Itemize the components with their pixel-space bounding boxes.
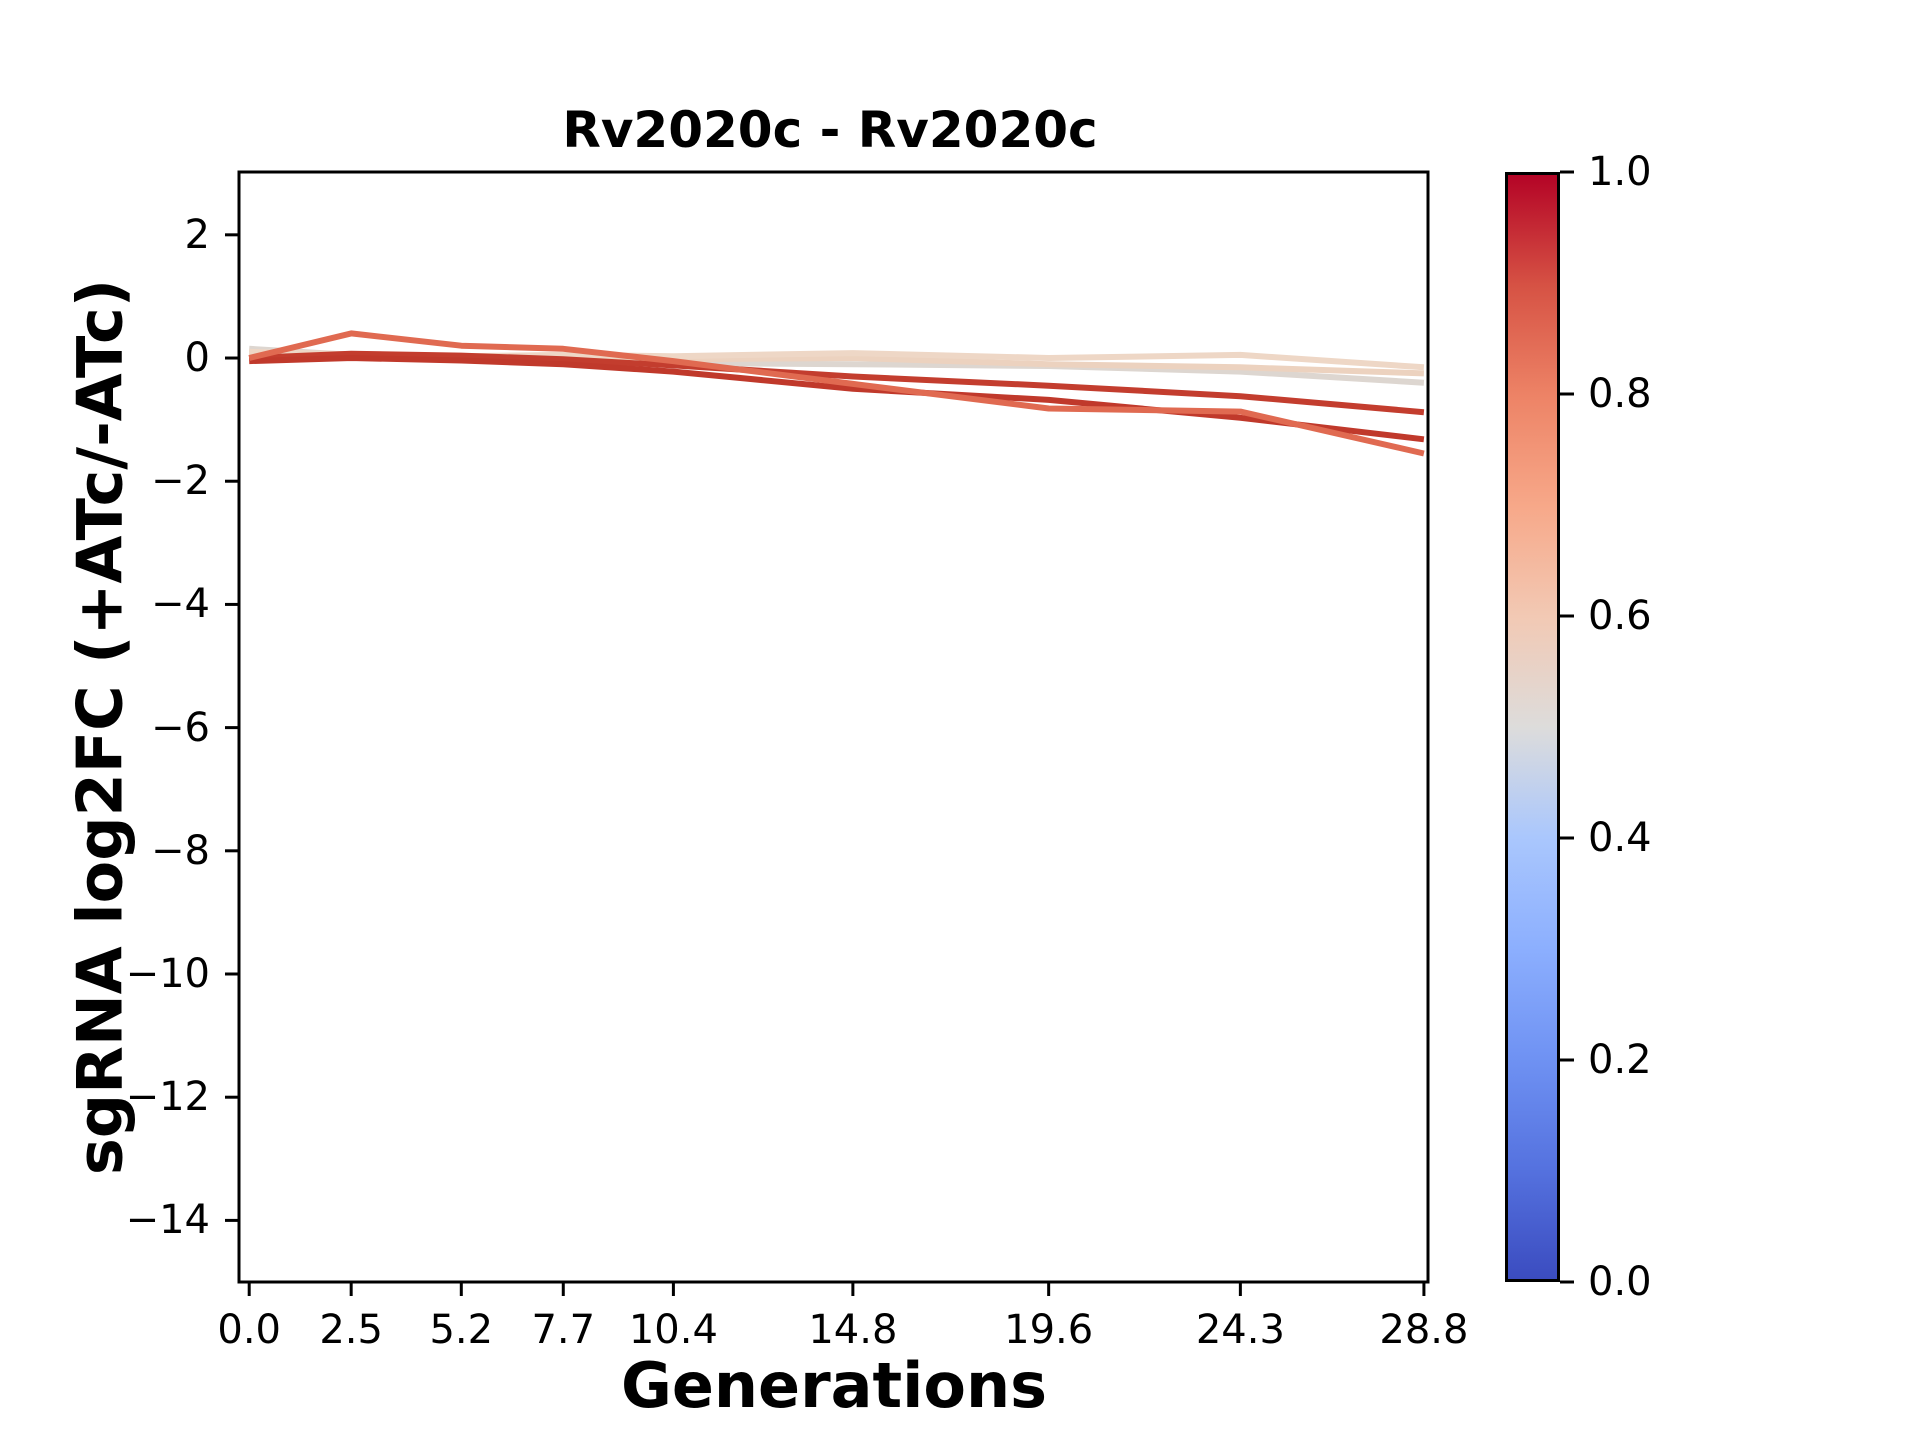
x-tick-label: 10.4 <box>628 1307 718 1353</box>
y-tick-label: −6 <box>151 704 210 751</box>
series-line-sgRNA-salmon <box>248 330 1425 457</box>
x-tick-label: 14.8 <box>808 1307 898 1353</box>
chart-title: Rv2020c - Rv2020c <box>562 101 1098 159</box>
series-line-sgRNA-dark-1 <box>249 350 1425 416</box>
y-tick-label: −14 <box>125 1197 210 1244</box>
colorbar <box>1505 172 1560 1282</box>
y-tick-label: −10 <box>125 951 210 997</box>
colorbar-tick-label: 0.6 <box>1588 593 1652 639</box>
x-tick-label: 24.3 <box>1195 1307 1285 1353</box>
colorbar-tick-label: 0.2 <box>1588 1037 1652 1083</box>
colorbar-tick-label: 0.4 <box>1588 815 1652 861</box>
colorbar-tick-label: 0.8 <box>1588 371 1652 417</box>
x-tick-label: 5.2 <box>429 1307 494 1353</box>
y-tick-label: −4 <box>151 581 210 628</box>
y-tick-label: 2 <box>184 211 210 258</box>
colorbar-tick-label: 1.0 <box>1588 149 1652 195</box>
x-tick-label: 19.6 <box>1004 1307 1094 1353</box>
y-tick-label: 0 <box>184 335 210 382</box>
x-tick-label: 0.0 <box>217 1307 281 1353</box>
y-tick-label: −2 <box>151 458 210 505</box>
colorbar-tick-label: 0.0 <box>1588 1259 1652 1305</box>
y-tick-label: −12 <box>125 1074 210 1121</box>
x-tick-label: 28.8 <box>1379 1307 1469 1353</box>
x-tick-label: 7.7 <box>531 1307 596 1353</box>
x-tick-label: 2.5 <box>319 1307 383 1353</box>
x-axis-label: Generations <box>620 1349 1048 1422</box>
y-tick-label: −8 <box>151 827 210 874</box>
